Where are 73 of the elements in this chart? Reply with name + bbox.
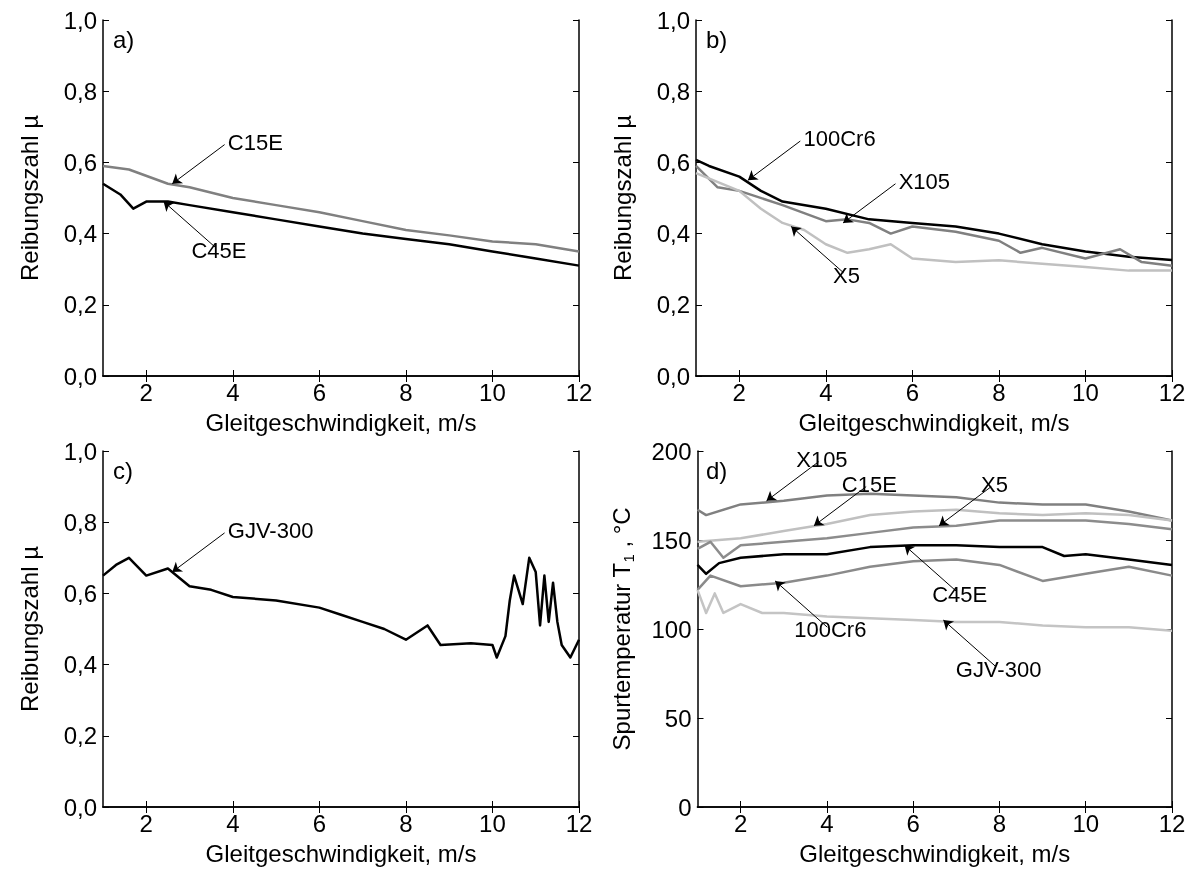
y-tick-label: 0,8	[63, 508, 97, 536]
x-tick-label: 6	[905, 378, 920, 406]
x-tick-label: 12	[1158, 809, 1186, 837]
annotation: C15E	[227, 129, 283, 155]
chart-title: d)	[706, 456, 728, 484]
y-tick-label: 0,0	[63, 793, 97, 821]
y-tick-label: 200	[651, 437, 692, 465]
annotation: 100Cr6	[803, 126, 876, 152]
x-axis-title: Gleitgeschwindigkeit, m/s	[205, 408, 477, 436]
chart-title: b)	[706, 25, 728, 53]
y-tick-label: 0,6	[63, 579, 97, 607]
x-tick-label: 8	[992, 809, 1007, 837]
y-tick-label: 50	[664, 704, 692, 732]
x-tick-label: 12	[565, 378, 593, 406]
x-tick-label: 10	[479, 809, 506, 837]
annotation: X5	[833, 262, 861, 288]
chart-title: c)	[113, 456, 133, 484]
annotation: GJV-300	[955, 656, 1042, 682]
y-axis-title: Reibungszahl µ	[15, 545, 43, 712]
x-tick-label: 6	[312, 378, 327, 406]
x-tick-label: 4	[820, 809, 834, 837]
x-axis-title: Gleitgeschwindigkeit, m/s	[799, 839, 1071, 867]
y-tick-label: 0,2	[63, 291, 97, 319]
x-tick-label: 8	[399, 378, 413, 406]
x-tick-label: 6	[906, 809, 920, 837]
x-tick-label: 2	[733, 809, 748, 837]
y-tick-label: 1,0	[63, 6, 97, 34]
annotation: GJV-300	[227, 517, 314, 543]
x-tick-label: 8	[992, 378, 1006, 406]
x-tick-label: 10	[1072, 809, 1100, 837]
y-tick-label: 0,2	[656, 291, 690, 319]
x-tick-label: 4	[819, 378, 833, 406]
y-tick-label: 0,4	[656, 220, 690, 248]
y-tick-label: 0,8	[63, 77, 97, 105]
annotation: C15E	[841, 471, 897, 497]
y-tick-label: 0	[678, 793, 692, 821]
x-tick-label: 2	[139, 378, 153, 406]
y-tick-label: 1,0	[656, 6, 690, 34]
y-tick-label: 0,6	[63, 148, 97, 176]
y-tick-label: 0,4	[63, 651, 97, 679]
x-tick-label: 12	[1158, 378, 1186, 406]
annotation: C45E	[932, 581, 988, 607]
y-tick-label: 150	[651, 526, 692, 554]
x-tick-label: 6	[312, 809, 327, 837]
y-axis-title: Spurtemperatur T1 , °C	[607, 507, 637, 751]
x-tick-label: 10	[479, 378, 506, 406]
y-tick-label: 0,0	[63, 362, 97, 390]
x-tick-label: 4	[226, 378, 240, 406]
y-tick-label: 0,0	[656, 362, 690, 390]
y-tick-label: 0,2	[63, 722, 97, 750]
x-tick-label: 8	[399, 809, 413, 837]
annotation: X5	[981, 471, 1008, 497]
y-tick-label: 0,8	[656, 77, 690, 105]
x-axis-title: Gleitgeschwindigkeit, m/s	[205, 839, 477, 867]
x-tick-label: 10	[1072, 378, 1099, 406]
line-series	[696, 519, 1174, 560]
x-tick-label: 4	[226, 809, 240, 837]
y-axis-title: Reibungszahl µ	[608, 114, 636, 281]
y-tick-label: 100	[651, 615, 692, 643]
annotation: 100Cr6	[794, 617, 867, 643]
y-tick-label: 0,6	[656, 148, 690, 176]
chart-title: a)	[113, 25, 135, 53]
y-tick-label: 1,0	[63, 437, 97, 465]
x-axis-title: Gleitgeschwindigkeit, m/s	[798, 408, 1070, 436]
annotation: X105	[898, 168, 951, 194]
y-tick-label: 0,4	[63, 220, 97, 248]
line-series	[696, 508, 1174, 544]
x-tick-label: 12	[565, 809, 593, 837]
x-tick-label: 2	[139, 809, 153, 837]
x-tick-label: 2	[732, 378, 746, 406]
annotation: C45E	[191, 237, 247, 263]
annotation: X105	[796, 446, 848, 472]
y-axis-title: Reibungszahl µ	[15, 114, 43, 281]
